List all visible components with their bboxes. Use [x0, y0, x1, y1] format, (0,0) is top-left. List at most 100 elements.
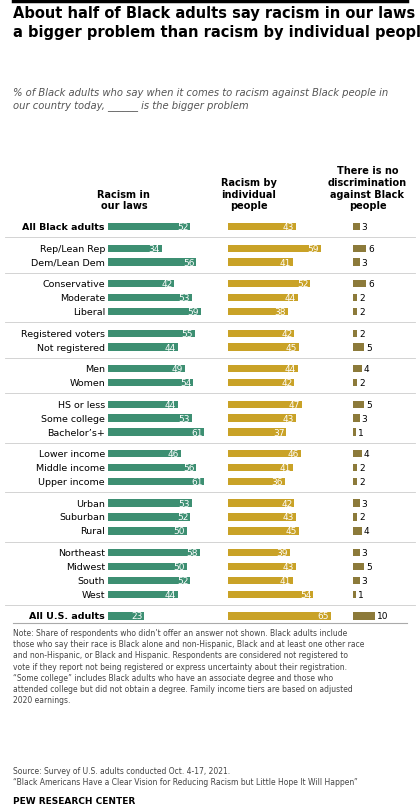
Bar	[108, 563, 187, 570]
Bar	[108, 245, 162, 252]
Text: Liberal: Liberal	[73, 307, 105, 316]
Bar	[108, 281, 174, 288]
Bar	[228, 429, 286, 436]
Text: 43: 43	[283, 513, 294, 521]
Text: 5: 5	[366, 562, 372, 571]
Bar	[108, 308, 201, 315]
Text: 5: 5	[366, 343, 372, 352]
Bar	[353, 500, 360, 507]
Bar	[353, 260, 360, 266]
Text: Moderate: Moderate	[60, 294, 105, 303]
Text: 3: 3	[362, 414, 368, 423]
Text: 42: 42	[281, 499, 292, 508]
Bar	[353, 415, 360, 423]
Bar	[353, 450, 362, 457]
Text: 4: 4	[364, 365, 370, 374]
Text: 47: 47	[289, 400, 300, 410]
Text: Upper income: Upper income	[38, 478, 105, 487]
Bar	[228, 308, 288, 315]
Text: 1: 1	[358, 590, 364, 599]
Text: 44: 44	[164, 590, 176, 599]
Text: Middle income: Middle income	[36, 463, 105, 473]
Text: 54: 54	[300, 590, 311, 599]
Text: 2: 2	[360, 513, 365, 521]
Bar	[108, 380, 193, 387]
Text: 3: 3	[362, 258, 368, 268]
Text: 44: 44	[164, 400, 176, 410]
Text: 2: 2	[360, 478, 365, 487]
Text: 53: 53	[178, 414, 190, 423]
Bar	[108, 429, 205, 436]
Text: There is no
discrimination
against Black
people: There is no discrimination against Black…	[328, 166, 407, 211]
Text: South: South	[78, 576, 105, 586]
Text: 43: 43	[283, 223, 294, 232]
Bar	[108, 401, 178, 408]
Text: 45: 45	[286, 343, 297, 352]
Bar	[108, 294, 192, 302]
Text: All Black adults: All Black adults	[23, 223, 105, 232]
Bar	[108, 224, 190, 231]
Bar	[228, 549, 290, 556]
Text: 38: 38	[275, 307, 286, 316]
Text: 42: 42	[281, 379, 292, 388]
Text: 41: 41	[279, 576, 291, 586]
Bar	[108, 330, 195, 337]
Bar	[353, 528, 362, 535]
Bar	[228, 450, 301, 457]
Bar	[228, 528, 299, 535]
Text: 2: 2	[360, 307, 365, 316]
Bar	[108, 415, 192, 423]
Bar	[228, 380, 294, 387]
Text: 4: 4	[364, 449, 370, 458]
Text: 2: 2	[360, 379, 365, 388]
Bar	[353, 294, 357, 302]
Text: Note: Share of respondents who didn’t offer an answer not shown. Black adults in: Note: Share of respondents who didn’t of…	[13, 629, 364, 704]
Bar	[353, 549, 360, 556]
Text: Urban: Urban	[76, 499, 105, 508]
Bar	[353, 478, 357, 486]
Text: 56: 56	[183, 463, 194, 473]
Text: Rural: Rural	[80, 527, 105, 536]
Bar	[353, 591, 356, 599]
Text: 6: 6	[368, 244, 374, 253]
Bar	[108, 612, 144, 620]
Text: Women: Women	[69, 379, 105, 388]
Text: 53: 53	[178, 294, 190, 303]
Text: 65: 65	[317, 611, 329, 620]
Bar	[353, 330, 357, 337]
Text: 3: 3	[362, 576, 368, 586]
Bar	[228, 224, 296, 231]
Text: 37: 37	[273, 428, 284, 437]
Text: Suburban: Suburban	[59, 513, 105, 521]
Text: 61: 61	[191, 428, 202, 437]
Text: 3: 3	[362, 548, 368, 557]
Text: 61: 61	[191, 478, 202, 487]
Text: Rep/Lean Rep: Rep/Lean Rep	[39, 244, 105, 253]
Text: 59: 59	[308, 244, 319, 253]
Text: 41: 41	[279, 463, 291, 473]
Bar	[228, 500, 294, 507]
Text: Lower income: Lower income	[39, 449, 105, 458]
Bar	[228, 330, 294, 337]
Text: All U.S. adults: All U.S. adults	[29, 611, 105, 620]
Text: 42: 42	[281, 329, 292, 338]
Bar	[228, 415, 296, 423]
Text: HS or less: HS or less	[58, 400, 105, 410]
Text: 58: 58	[186, 548, 198, 557]
Text: 5: 5	[366, 400, 372, 410]
Text: 39: 39	[276, 548, 288, 557]
Text: Northeast: Northeast	[58, 548, 105, 557]
Text: 2: 2	[360, 294, 365, 303]
Text: Men: Men	[85, 365, 105, 374]
Text: 1: 1	[358, 428, 364, 437]
Bar	[353, 612, 375, 620]
Text: 50: 50	[173, 562, 185, 571]
Text: 53: 53	[178, 499, 190, 508]
Bar	[228, 366, 297, 373]
Text: Bachelor’s+: Bachelor’s+	[47, 428, 105, 437]
Bar	[228, 612, 331, 620]
Text: 52: 52	[177, 223, 188, 232]
Bar	[108, 528, 187, 535]
Text: Racism by
individual
people: Racism by individual people	[220, 178, 277, 211]
Bar	[108, 577, 190, 584]
